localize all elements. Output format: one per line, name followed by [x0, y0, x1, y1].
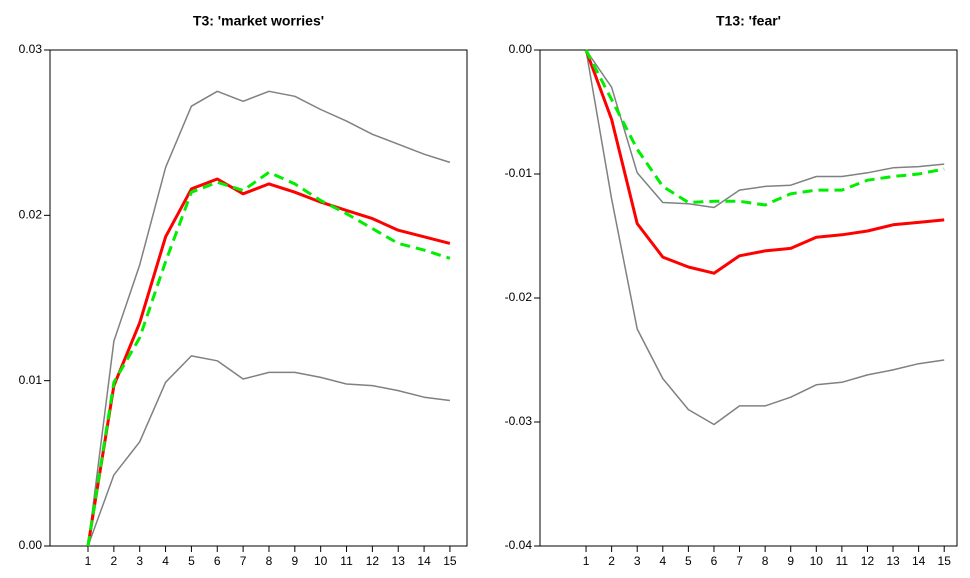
- x-tick-label: 10: [810, 554, 824, 568]
- x-tick-label: 11: [340, 554, 353, 568]
- x-tick-label: 3: [634, 554, 641, 568]
- x-tick-label: 9: [787, 554, 794, 568]
- series-line: [87, 90, 451, 547]
- x-tick-label: 2: [111, 554, 118, 568]
- x-tick-label: 15: [938, 554, 952, 568]
- y-tick-label: 0.03: [19, 42, 43, 56]
- x-tick-label: 1: [583, 554, 590, 568]
- x-tick-label: 1: [85, 554, 92, 568]
- y-tick-label: -0.03: [505, 414, 533, 428]
- x-tick-label: 5: [188, 554, 195, 568]
- x-tick-label: 8: [762, 554, 769, 568]
- x-tick-label: 13: [392, 554, 406, 568]
- y-tick-label: 0.01: [19, 373, 43, 387]
- series-line: [86, 177, 451, 547]
- x-tick-label: 14: [417, 554, 431, 568]
- y-tick-label: 0.00: [509, 42, 533, 56]
- y-tick-label: -0.02: [505, 290, 533, 304]
- x-tick-label: 7: [736, 554, 743, 568]
- x-tick-label: 10: [314, 554, 328, 568]
- y-tick-label: -0.04: [505, 538, 533, 552]
- x-tick-label: 13: [886, 554, 900, 568]
- x-tick-label: 2: [608, 554, 615, 568]
- x-tick-label: 4: [162, 554, 169, 568]
- x-tick-label: 12: [861, 554, 875, 568]
- x-tick-label: 4: [659, 554, 666, 568]
- y-tick-label: 0.02: [19, 208, 43, 222]
- x-tick-label: 6: [711, 554, 718, 568]
- series-line: [585, 49, 945, 426]
- plot-frame: [49, 49, 468, 547]
- series-line: [87, 355, 450, 547]
- y-tick-label: 0.00: [19, 538, 43, 552]
- x-tick-label: 9: [291, 554, 298, 568]
- x-tick-label: 6: [214, 554, 221, 568]
- x-tick-label: 15: [443, 554, 457, 568]
- series-line: [584, 49, 945, 207]
- x-tick-label: 11: [836, 554, 849, 568]
- plot-frame: [539, 49, 958, 547]
- x-tick-label: 12: [366, 554, 380, 568]
- chart-title: T3: 'market worries': [193, 13, 324, 29]
- x-tick-label: 5: [685, 554, 692, 568]
- series-line: [585, 49, 945, 209]
- x-tick-label: 14: [912, 554, 926, 568]
- y-tick-label: -0.01: [505, 166, 533, 180]
- x-tick-label: 8: [266, 554, 273, 568]
- series-line: [584, 49, 945, 275]
- series-line: [86, 170, 451, 547]
- x-tick-label: 3: [136, 554, 143, 568]
- chart-title: T13: 'fear': [716, 13, 781, 29]
- x-tick-label: 7: [240, 554, 247, 568]
